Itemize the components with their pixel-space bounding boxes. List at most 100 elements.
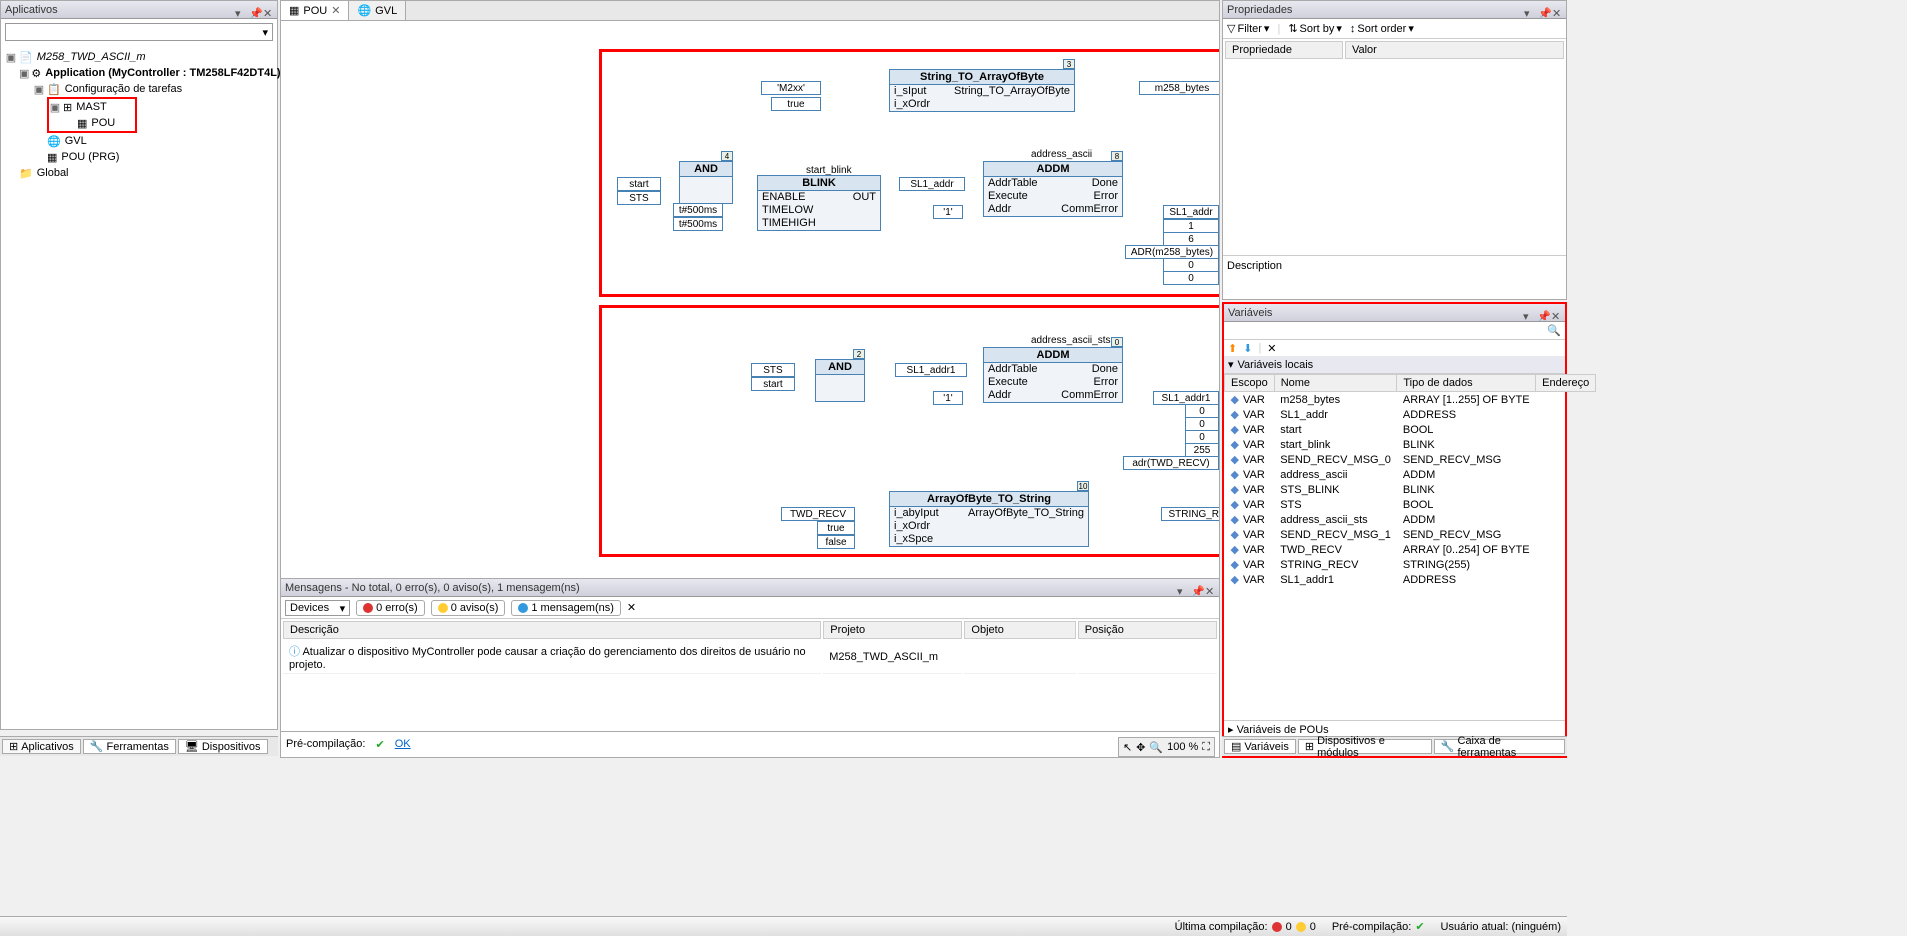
fbd-value[interactable]: 'M2xx': [761, 81, 821, 95]
local-vars-section[interactable]: ▾ Variáveis locais: [1224, 356, 1565, 374]
tab-variaveis[interactable]: ▤Variáveis: [1224, 739, 1296, 754]
editor-tab-gvl[interactable]: 🌐 GVL: [349, 1, 406, 20]
fbd-block-and1[interactable]: AND: [679, 161, 733, 204]
search-icon[interactable]: 🔍: [1547, 324, 1561, 337]
block-output-pin[interactable]: Done: [1092, 363, 1118, 376]
tree-project[interactable]: M258_TWD_ASCII_m: [35, 51, 148, 63]
sortorder-button[interactable]: ↕ Sort order ▾: [1350, 22, 1414, 35]
fbd-value[interactable]: true: [817, 521, 855, 535]
col-description[interactable]: Descrição: [283, 621, 821, 639]
block-output-pin[interactable]: ArrayOfByte_TO_String: [968, 507, 1084, 520]
fbd-value[interactable]: start: [751, 377, 795, 391]
clear-messages-icon[interactable]: ✕: [627, 601, 636, 614]
fbd-value[interactable]: 1: [1163, 219, 1219, 233]
block-output-pin[interactable]: OUT: [853, 191, 876, 204]
fbd-block-blink[interactable]: BLINKENABLEOUTTIMELOWTIMEHIGH: [757, 175, 881, 231]
variable-row[interactable]: ◆VARTWD_RECVARRAY [0..254] OF BYTE: [1225, 542, 1596, 557]
block-output-pin[interactable]: Done: [1092, 177, 1118, 190]
sortby-button[interactable]: ⇅ Sort by ▾: [1288, 22, 1342, 35]
fbd-block-addm1[interactable]: ADDMAddrTableDoneExecuteErrorAddrCommErr…: [983, 161, 1123, 217]
panel-pin-icon[interactable]: 📌: [1191, 583, 1201, 593]
variable-row[interactable]: ◆VARSEND_RECV_MSG_1SEND_RECV_MSG: [1225, 527, 1596, 542]
block-input-pin[interactable]: Addr: [988, 389, 1011, 402]
block-input-pin[interactable]: AddrTable: [988, 363, 1038, 376]
fbd-block-str2arr[interactable]: String_TO_ArrayOfBytei_sIputString_TO_Ar…: [889, 69, 1075, 112]
variable-row[interactable]: ◆VARSTRING_RECVSTRING(255): [1225, 557, 1596, 572]
tree-global[interactable]: Global: [35, 167, 71, 179]
block-output-pin[interactable]: String_TO_ArrayOfByte: [954, 85, 1070, 98]
col-value[interactable]: Valor: [1345, 41, 1564, 59]
col-address[interactable]: Endereço: [1536, 375, 1596, 392]
block-input-pin[interactable]: ENABLE: [762, 191, 805, 204]
variable-row[interactable]: ◆VARSTS_BLINKBLINK: [1225, 482, 1596, 497]
fbd-block-addm2[interactable]: ADDMAddrTableDoneExecuteErrorAddrCommErr…: [983, 347, 1123, 403]
message-row[interactable]: ⓘ Atualizar o dispositivo MyController p…: [283, 641, 1217, 674]
fbd-value[interactable]: 6: [1163, 232, 1219, 246]
fbd-value[interactable]: 255: [1185, 443, 1219, 457]
tree-application[interactable]: Application (MyController : TM258LF42DT4…: [43, 67, 282, 79]
fbd-value[interactable]: STRING_RECV: [1161, 507, 1219, 521]
tab-dispositivos[interactable]: 🖥Dispositivos: [178, 739, 268, 754]
block-input-pin[interactable]: i_xSpce: [894, 533, 933, 546]
panel-close-icon[interactable]: ✕: [1552, 5, 1562, 15]
tree-toggle[interactable]: ▣: [49, 101, 61, 114]
block-input-pin[interactable]: i_xOrdr: [894, 520, 930, 533]
block-input-pin[interactable]: Execute: [988, 190, 1028, 203]
col-project[interactable]: Projeto: [823, 621, 962, 639]
variable-row[interactable]: ◆VARm258_bytesARRAY [1..255] OF BYTE: [1225, 392, 1596, 408]
col-object[interactable]: Objeto: [964, 621, 1075, 639]
close-icon[interactable]: ✕: [331, 4, 340, 17]
editor-tab-pou[interactable]: ▦ POU ✕: [281, 1, 349, 20]
block-input-pin[interactable]: Addr: [988, 203, 1011, 216]
move-up-icon[interactable]: ⬆: [1228, 342, 1237, 355]
fbd-value[interactable]: 0: [1163, 258, 1219, 272]
variable-row[interactable]: ◆VARaddress_ascii_stsADDM: [1225, 512, 1596, 527]
block-input-pin[interactable]: i_abyIput: [894, 507, 939, 520]
block-output-pin[interactable]: Error: [1094, 190, 1118, 203]
col-name[interactable]: Nome: [1274, 375, 1397, 392]
panel-dropdown-icon[interactable]: ▾: [1524, 5, 1534, 15]
block-input-pin[interactable]: i_sIput: [894, 85, 926, 98]
block-input-pin[interactable]: Execute: [988, 376, 1028, 389]
variable-row[interactable]: ◆VARaddress_asciiADDM: [1225, 467, 1596, 482]
block-input-pin[interactable]: TIMELOW: [762, 204, 813, 217]
panel-close-icon[interactable]: ✕: [1551, 308, 1561, 318]
variable-row[interactable]: ◆VARSTSBOOL: [1225, 497, 1596, 512]
col-scope[interactable]: Escopo: [1225, 375, 1275, 392]
fbd-block-and2[interactable]: AND: [815, 359, 865, 402]
fbd-value[interactable]: true: [771, 97, 821, 111]
panel-dropdown-icon[interactable]: ▾: [235, 5, 245, 15]
delete-icon[interactable]: ✕: [1267, 342, 1276, 355]
messages-source-combo[interactable]: Devices: [285, 600, 350, 616]
fbd-block-arr2str[interactable]: ArrayOfByte_TO_Stringi_abyIputArrayOfByt…: [889, 491, 1089, 547]
panel-pin-icon[interactable]: 📌: [1538, 5, 1548, 15]
applications-filter-dropdown[interactable]: ▾: [5, 23, 273, 41]
block-input-pin[interactable]: AddrTable: [988, 177, 1038, 190]
panel-close-icon[interactable]: ✕: [263, 5, 273, 15]
warnings-filter[interactable]: 0 aviso(s): [431, 600, 506, 616]
col-property[interactable]: Propriedade: [1225, 41, 1343, 59]
fbd-value[interactable]: SL1_addr: [1163, 205, 1219, 219]
block-input-pin[interactable]: i_xOrdr: [894, 98, 930, 111]
fbd-value[interactable]: 0: [1185, 404, 1219, 418]
move-down-icon[interactable]: ⬇: [1243, 342, 1252, 355]
fbd-canvas[interactable]: start_blinkaddress_asciiSEND_RECV_MSG_0a…: [281, 21, 1219, 571]
fbd-value[interactable]: SL1_addr1: [895, 363, 967, 377]
fbd-value[interactable]: 0: [1185, 417, 1219, 431]
tree-mast[interactable]: MAST: [74, 101, 109, 113]
fbd-value[interactable]: ADR(m258_bytes): [1125, 245, 1219, 259]
fbd-value[interactable]: SL1_addr: [899, 177, 965, 191]
fbd-value[interactable]: 0: [1185, 430, 1219, 444]
filter-button[interactable]: ▽ Filter ▾: [1227, 22, 1269, 35]
col-type[interactable]: Tipo de dados: [1397, 375, 1536, 392]
infos-filter[interactable]: 1 mensagem(ns): [511, 600, 621, 616]
panel-dropdown-icon[interactable]: ▾: [1523, 308, 1533, 318]
tree-gvl[interactable]: GVL: [63, 135, 89, 147]
variable-row[interactable]: ◆VARstartBOOL: [1225, 422, 1596, 437]
tree-task-config[interactable]: Configuração de tarefas: [63, 83, 184, 95]
panel-close-icon[interactable]: ✕: [1205, 583, 1215, 593]
tab-caixa-ferramentas[interactable]: 🔧Caixa de ferramentas: [1434, 739, 1565, 754]
pan-tool-icon[interactable]: ✥: [1136, 741, 1145, 754]
variable-row[interactable]: ◆VARSEND_RECV_MSG_0SEND_RECV_MSG: [1225, 452, 1596, 467]
tab-ferramentas[interactable]: 🔧Ferramentas: [83, 739, 176, 754]
